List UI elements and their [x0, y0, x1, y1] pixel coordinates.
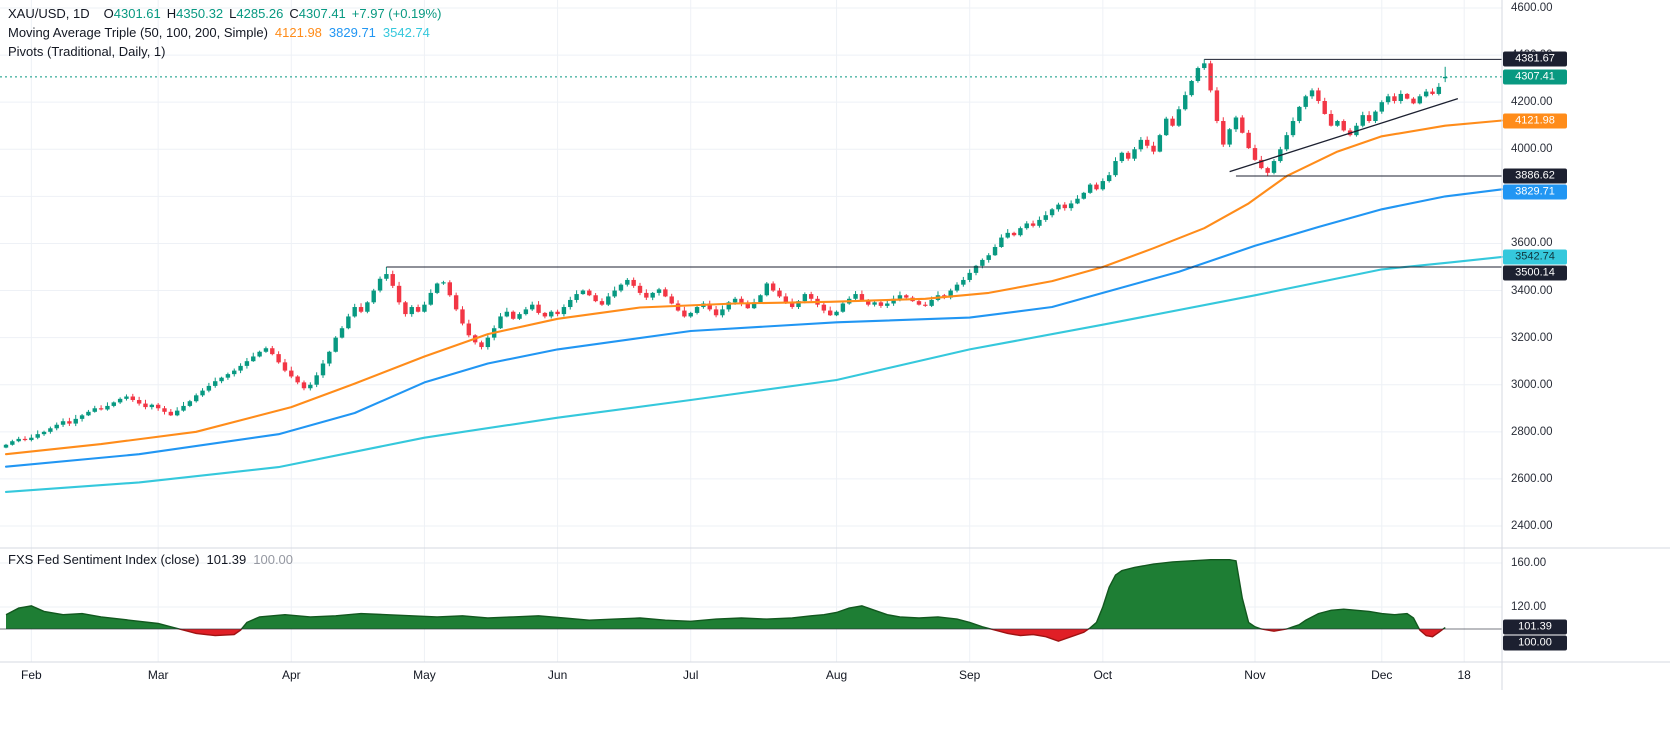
symbol-title: XAU/USD, 1D: [8, 6, 90, 21]
price-badge: 3886.62: [1503, 168, 1567, 184]
price-badge: 3500.14: [1503, 265, 1567, 281]
price-tick-label: 2400.00: [1511, 520, 1553, 532]
sentiment-area-positive: [6, 559, 1446, 629]
price-badge: 100.00: [1503, 635, 1567, 651]
open-value: 4301.61: [113, 6, 161, 21]
symbol-ohlc-row[interactable]: XAU/USD, 1D O4301.61 H4350.32 L4285.26 C4307…: [8, 4, 441, 23]
price-tick-label: 3200.00: [1511, 331, 1553, 344]
time-axis-label-18: 18: [1457, 668, 1471, 682]
ma-indicator-label: Moving Average Triple (50, 100, 200, Sim…: [8, 25, 268, 40]
time-axis-label-apr: Apr: [281, 668, 301, 682]
price-tick-label: 4200.00: [1511, 96, 1553, 109]
sentiment-indicator-row[interactable]: FXS Fed Sentiment Index (close) 101.39 100…: [8, 552, 293, 567]
time-axis-label-dec: Dec: [1371, 668, 1393, 682]
time-axis-label-nov: Nov: [1244, 668, 1266, 682]
price-badge: 3829.71: [1503, 184, 1567, 200]
time-axis-label-oct: Oct: [1093, 668, 1113, 682]
ma100-value: 3829.71: [328, 25, 376, 40]
sentiment-indicator-label: FXS Fed Sentiment Index (close): [8, 552, 200, 567]
close-key: C: [289, 6, 299, 21]
ma-line-2: [4, 255, 1504, 493]
trendline[interactable]: [1229, 98, 1459, 173]
price-badge: 4307.41: [1503, 69, 1567, 85]
time-axis-label-may: May: [413, 668, 436, 682]
close-value: 4307.41: [298, 6, 346, 21]
ma-indicator-row[interactable]: Moving Average Triple (50, 100, 200, Sim…: [8, 23, 441, 42]
low-value: 4285.26: [236, 6, 284, 21]
high-key: H: [166, 6, 177, 21]
price-tick-label: 120.00: [1511, 601, 1547, 613]
price-tick-label: 2600.00: [1511, 472, 1553, 485]
time-axis-label-mar: Mar: [147, 668, 169, 682]
price-tick-label: 3600.00: [1511, 237, 1553, 250]
time-axis-label-feb: Feb: [21, 668, 42, 682]
low-key: L: [229, 6, 237, 21]
sentiment-line-positive: [5, 559, 1446, 629]
price-badge: 4381.67: [1503, 51, 1567, 67]
price-badge: 4121.98: [1503, 113, 1567, 129]
time-axis-label-sep: Sep: [958, 668, 981, 682]
pivots-indicator-row[interactable]: Pivots (Traditional, Daily, 1): [8, 42, 441, 61]
price-tick-label: 160.00: [1511, 557, 1547, 569]
time-axis-label-aug: Aug: [825, 668, 848, 682]
price-tick-label: 3400.00: [1511, 284, 1553, 297]
ma-line-0: [4, 119, 1504, 456]
high-value: 4350.32: [176, 6, 224, 21]
price-badge: 3542.74: [1503, 249, 1567, 265]
price-badge: 101.39: [1503, 619, 1567, 635]
price-tick-label: 4000.00: [1511, 143, 1553, 156]
main-legend: XAU/USD, 1D O4301.61 H4350.32 L4285.26 C4307…: [8, 4, 441, 61]
time-axis-label-jun: Jun: [547, 668, 568, 682]
ma50-value: 4121.98: [274, 25, 322, 40]
price-tick-label: 4600.00: [1511, 2, 1553, 14]
time-axis-label-jul: Jul: [683, 668, 699, 682]
open-key: O: [103, 6, 114, 21]
price-tick-label: 3000.00: [1511, 378, 1553, 391]
price-tick-label: 2800.00: [1511, 425, 1553, 438]
chart-canvas[interactable]: [0, 0, 1670, 700]
ma200-value: 3542.74: [382, 25, 430, 40]
sentiment-value: 101.39: [206, 552, 247, 567]
change-value: +7.97 (+0.19%): [351, 6, 442, 21]
gridlines: [0, 0, 1502, 662]
pivots-indicator-label: Pivots (Traditional, Daily, 1): [8, 44, 166, 59]
ma-line-1: [4, 188, 1504, 468]
sentiment-baseline-value: 100.00: [253, 552, 294, 567]
